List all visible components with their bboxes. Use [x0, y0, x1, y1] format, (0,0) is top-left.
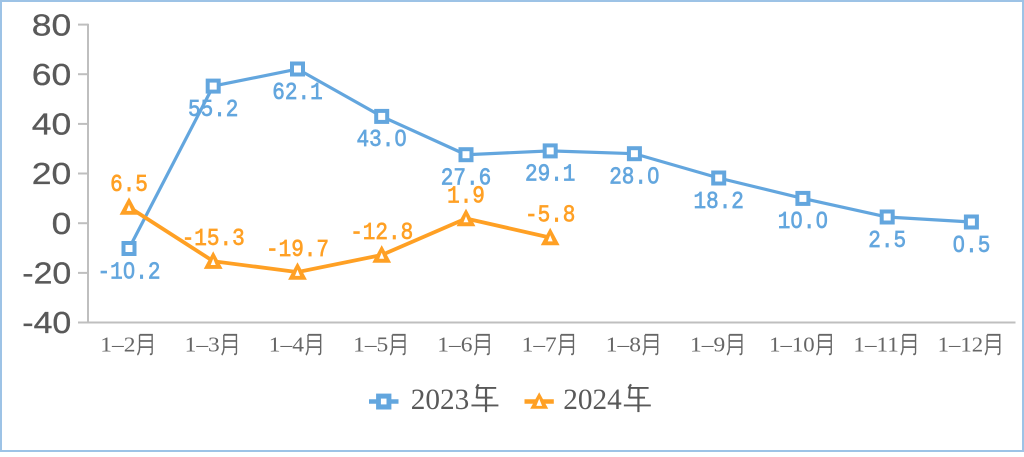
svg-text:1–11: 1–11: [853, 332, 899, 356]
svg-text:1–2: 1–2: [100, 332, 135, 356]
svg-text:1–7: 1–7: [522, 332, 557, 356]
svg-text:1–5: 1–5: [353, 332, 388, 356]
svg-text:0.5: 0.5: [953, 233, 991, 260]
svg-text:2023: 2023: [411, 384, 470, 416]
svg-text:1–4: 1–4: [269, 332, 305, 356]
svg-text:1–6: 1–6: [437, 332, 472, 356]
svg-text:1–10: 1–10: [769, 332, 815, 356]
svg-text:40: 40: [32, 107, 72, 142]
svg-text:1.9: 1.9: [447, 183, 485, 210]
svg-text:1–8: 1–8: [606, 332, 641, 356]
svg-text:6.5: 6.5: [110, 172, 148, 199]
svg-text:-5.8: -5.8: [525, 202, 575, 229]
svg-text:-19.7: -19.7: [266, 237, 329, 264]
svg-text:18.2: 18.2: [694, 189, 744, 216]
svg-text:20: 20: [32, 156, 72, 191]
svg-text:60: 60: [32, 57, 72, 92]
svg-text:80: 80: [32, 7, 72, 42]
svg-text:2.5: 2.5: [868, 228, 906, 255]
svg-text:27.6: 27.6: [441, 166, 491, 193]
svg-text:1–12: 1–12: [938, 332, 984, 356]
svg-text:-20: -20: [22, 256, 71, 291]
svg-text:-15.3: -15.3: [182, 226, 245, 253]
svg-text:0: 0: [52, 206, 72, 241]
svg-text:-40: -40: [22, 305, 71, 340]
svg-text:2024: 2024: [563, 384, 622, 416]
svg-text:62.1: 62.1: [272, 80, 322, 107]
svg-text:29.1: 29.1: [525, 162, 575, 189]
svg-text:1–9: 1–9: [690, 332, 725, 356]
svg-text:1–3: 1–3: [185, 332, 220, 356]
svg-text:-12.8: -12.8: [350, 220, 413, 247]
svg-text:55.2: 55.2: [188, 97, 238, 124]
